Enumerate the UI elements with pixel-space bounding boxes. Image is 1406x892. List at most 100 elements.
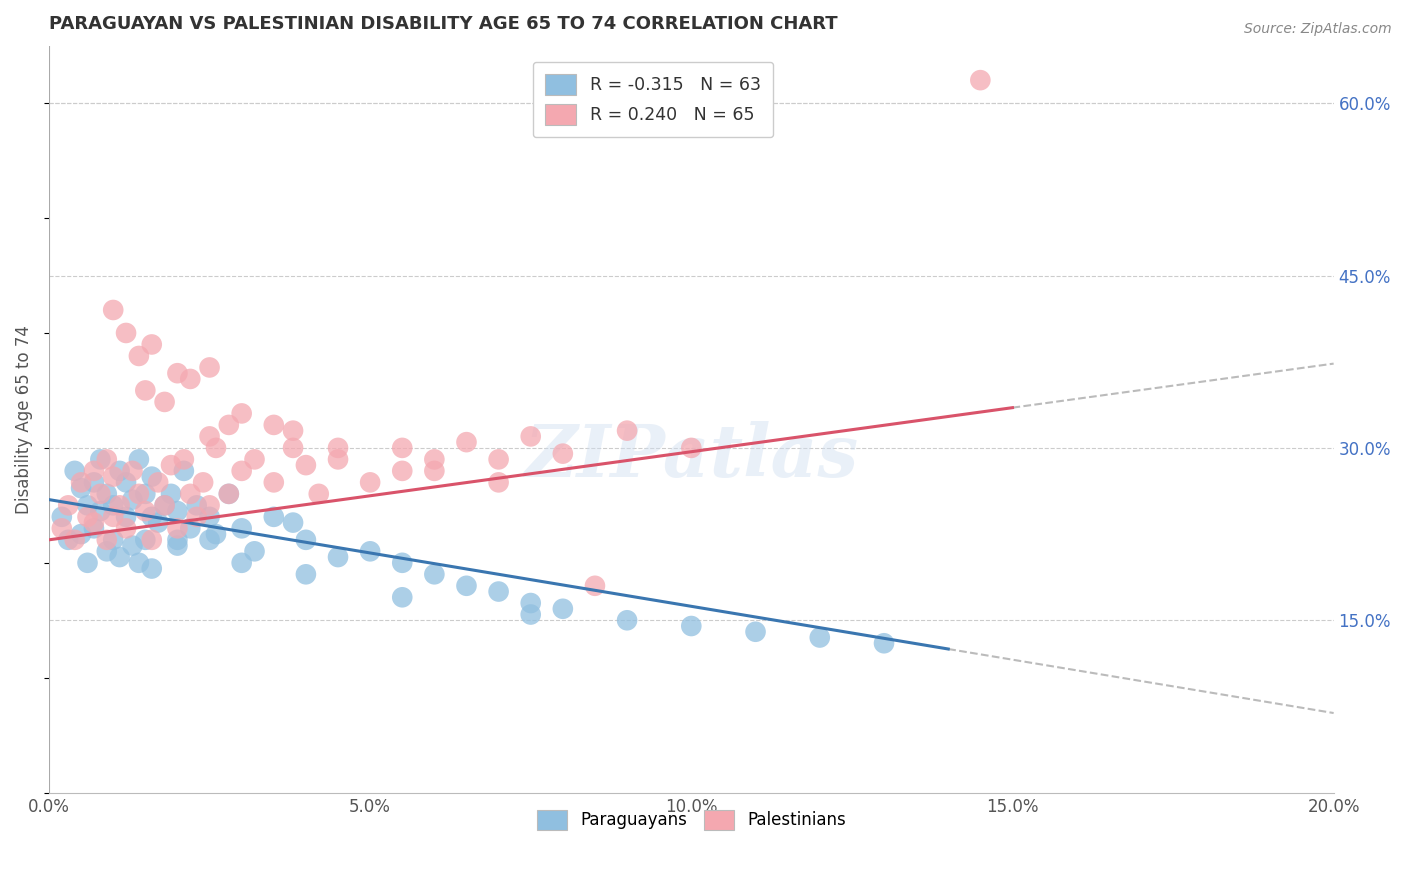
Point	[231, 464, 253, 478]
Point	[70, 475, 93, 490]
Y-axis label: Disability Age 65 to 74: Disability Age 65 to 74	[15, 325, 32, 514]
Point	[96, 487, 118, 501]
Point	[166, 504, 188, 518]
Point	[519, 429, 541, 443]
Text: PARAGUAYAN VS PALESTINIAN DISABILITY AGE 65 TO 74 CORRELATION CHART: PARAGUAYAN VS PALESTINIAN DISABILITY AGE…	[49, 15, 838, 33]
Point	[89, 504, 111, 518]
Point	[103, 533, 125, 547]
Legend: Paraguayans, Palestinians: Paraguayans, Palestinians	[530, 803, 852, 837]
Point	[83, 475, 105, 490]
Point	[141, 509, 163, 524]
Point	[58, 499, 80, 513]
Point	[76, 509, 98, 524]
Point	[218, 487, 240, 501]
Point	[63, 533, 86, 547]
Point	[295, 458, 318, 472]
Point	[173, 464, 195, 478]
Point	[359, 544, 381, 558]
Point	[263, 475, 285, 490]
Point	[115, 475, 138, 490]
Point	[205, 441, 228, 455]
Point	[121, 464, 143, 478]
Point	[198, 533, 221, 547]
Point	[263, 509, 285, 524]
Point	[76, 499, 98, 513]
Point	[108, 464, 131, 478]
Point	[326, 550, 349, 565]
Point	[83, 521, 105, 535]
Point	[146, 516, 169, 530]
Point	[191, 475, 214, 490]
Point	[160, 487, 183, 501]
Point	[873, 636, 896, 650]
Point	[243, 452, 266, 467]
Point	[166, 539, 188, 553]
Point	[423, 464, 446, 478]
Point	[281, 516, 304, 530]
Point	[391, 556, 413, 570]
Point	[103, 303, 125, 318]
Point	[744, 624, 766, 639]
Point	[616, 613, 638, 627]
Point	[681, 441, 703, 455]
Point	[103, 469, 125, 483]
Point	[218, 417, 240, 432]
Point	[281, 424, 304, 438]
Point	[103, 509, 125, 524]
Point	[153, 499, 176, 513]
Point	[456, 579, 478, 593]
Point	[103, 499, 125, 513]
Point	[96, 533, 118, 547]
Point	[141, 337, 163, 351]
Point	[128, 556, 150, 570]
Point	[89, 487, 111, 501]
Point	[115, 509, 138, 524]
Point	[96, 452, 118, 467]
Point	[231, 406, 253, 420]
Point	[128, 487, 150, 501]
Point	[205, 527, 228, 541]
Point	[108, 550, 131, 565]
Point	[179, 521, 201, 535]
Point	[153, 395, 176, 409]
Point	[134, 384, 156, 398]
Point	[519, 596, 541, 610]
Point	[198, 360, 221, 375]
Point	[179, 372, 201, 386]
Point	[308, 487, 330, 501]
Point	[519, 607, 541, 622]
Point	[70, 481, 93, 495]
Point	[166, 521, 188, 535]
Point	[295, 567, 318, 582]
Point	[969, 73, 991, 87]
Point	[141, 469, 163, 483]
Point	[141, 533, 163, 547]
Point	[583, 579, 606, 593]
Point	[359, 475, 381, 490]
Point	[153, 499, 176, 513]
Point	[231, 521, 253, 535]
Point	[423, 567, 446, 582]
Point	[488, 452, 510, 467]
Point	[281, 441, 304, 455]
Point	[295, 533, 318, 547]
Point	[141, 561, 163, 575]
Point	[166, 533, 188, 547]
Point	[63, 464, 86, 478]
Point	[808, 631, 831, 645]
Point	[115, 521, 138, 535]
Point	[89, 452, 111, 467]
Point	[326, 441, 349, 455]
Point	[198, 429, 221, 443]
Point	[58, 533, 80, 547]
Point	[128, 349, 150, 363]
Point	[115, 326, 138, 340]
Point	[76, 556, 98, 570]
Text: ZIPatlas: ZIPatlas	[524, 421, 859, 492]
Point	[51, 509, 73, 524]
Point	[70, 527, 93, 541]
Point	[134, 533, 156, 547]
Point	[456, 435, 478, 450]
Point	[681, 619, 703, 633]
Point	[263, 417, 285, 432]
